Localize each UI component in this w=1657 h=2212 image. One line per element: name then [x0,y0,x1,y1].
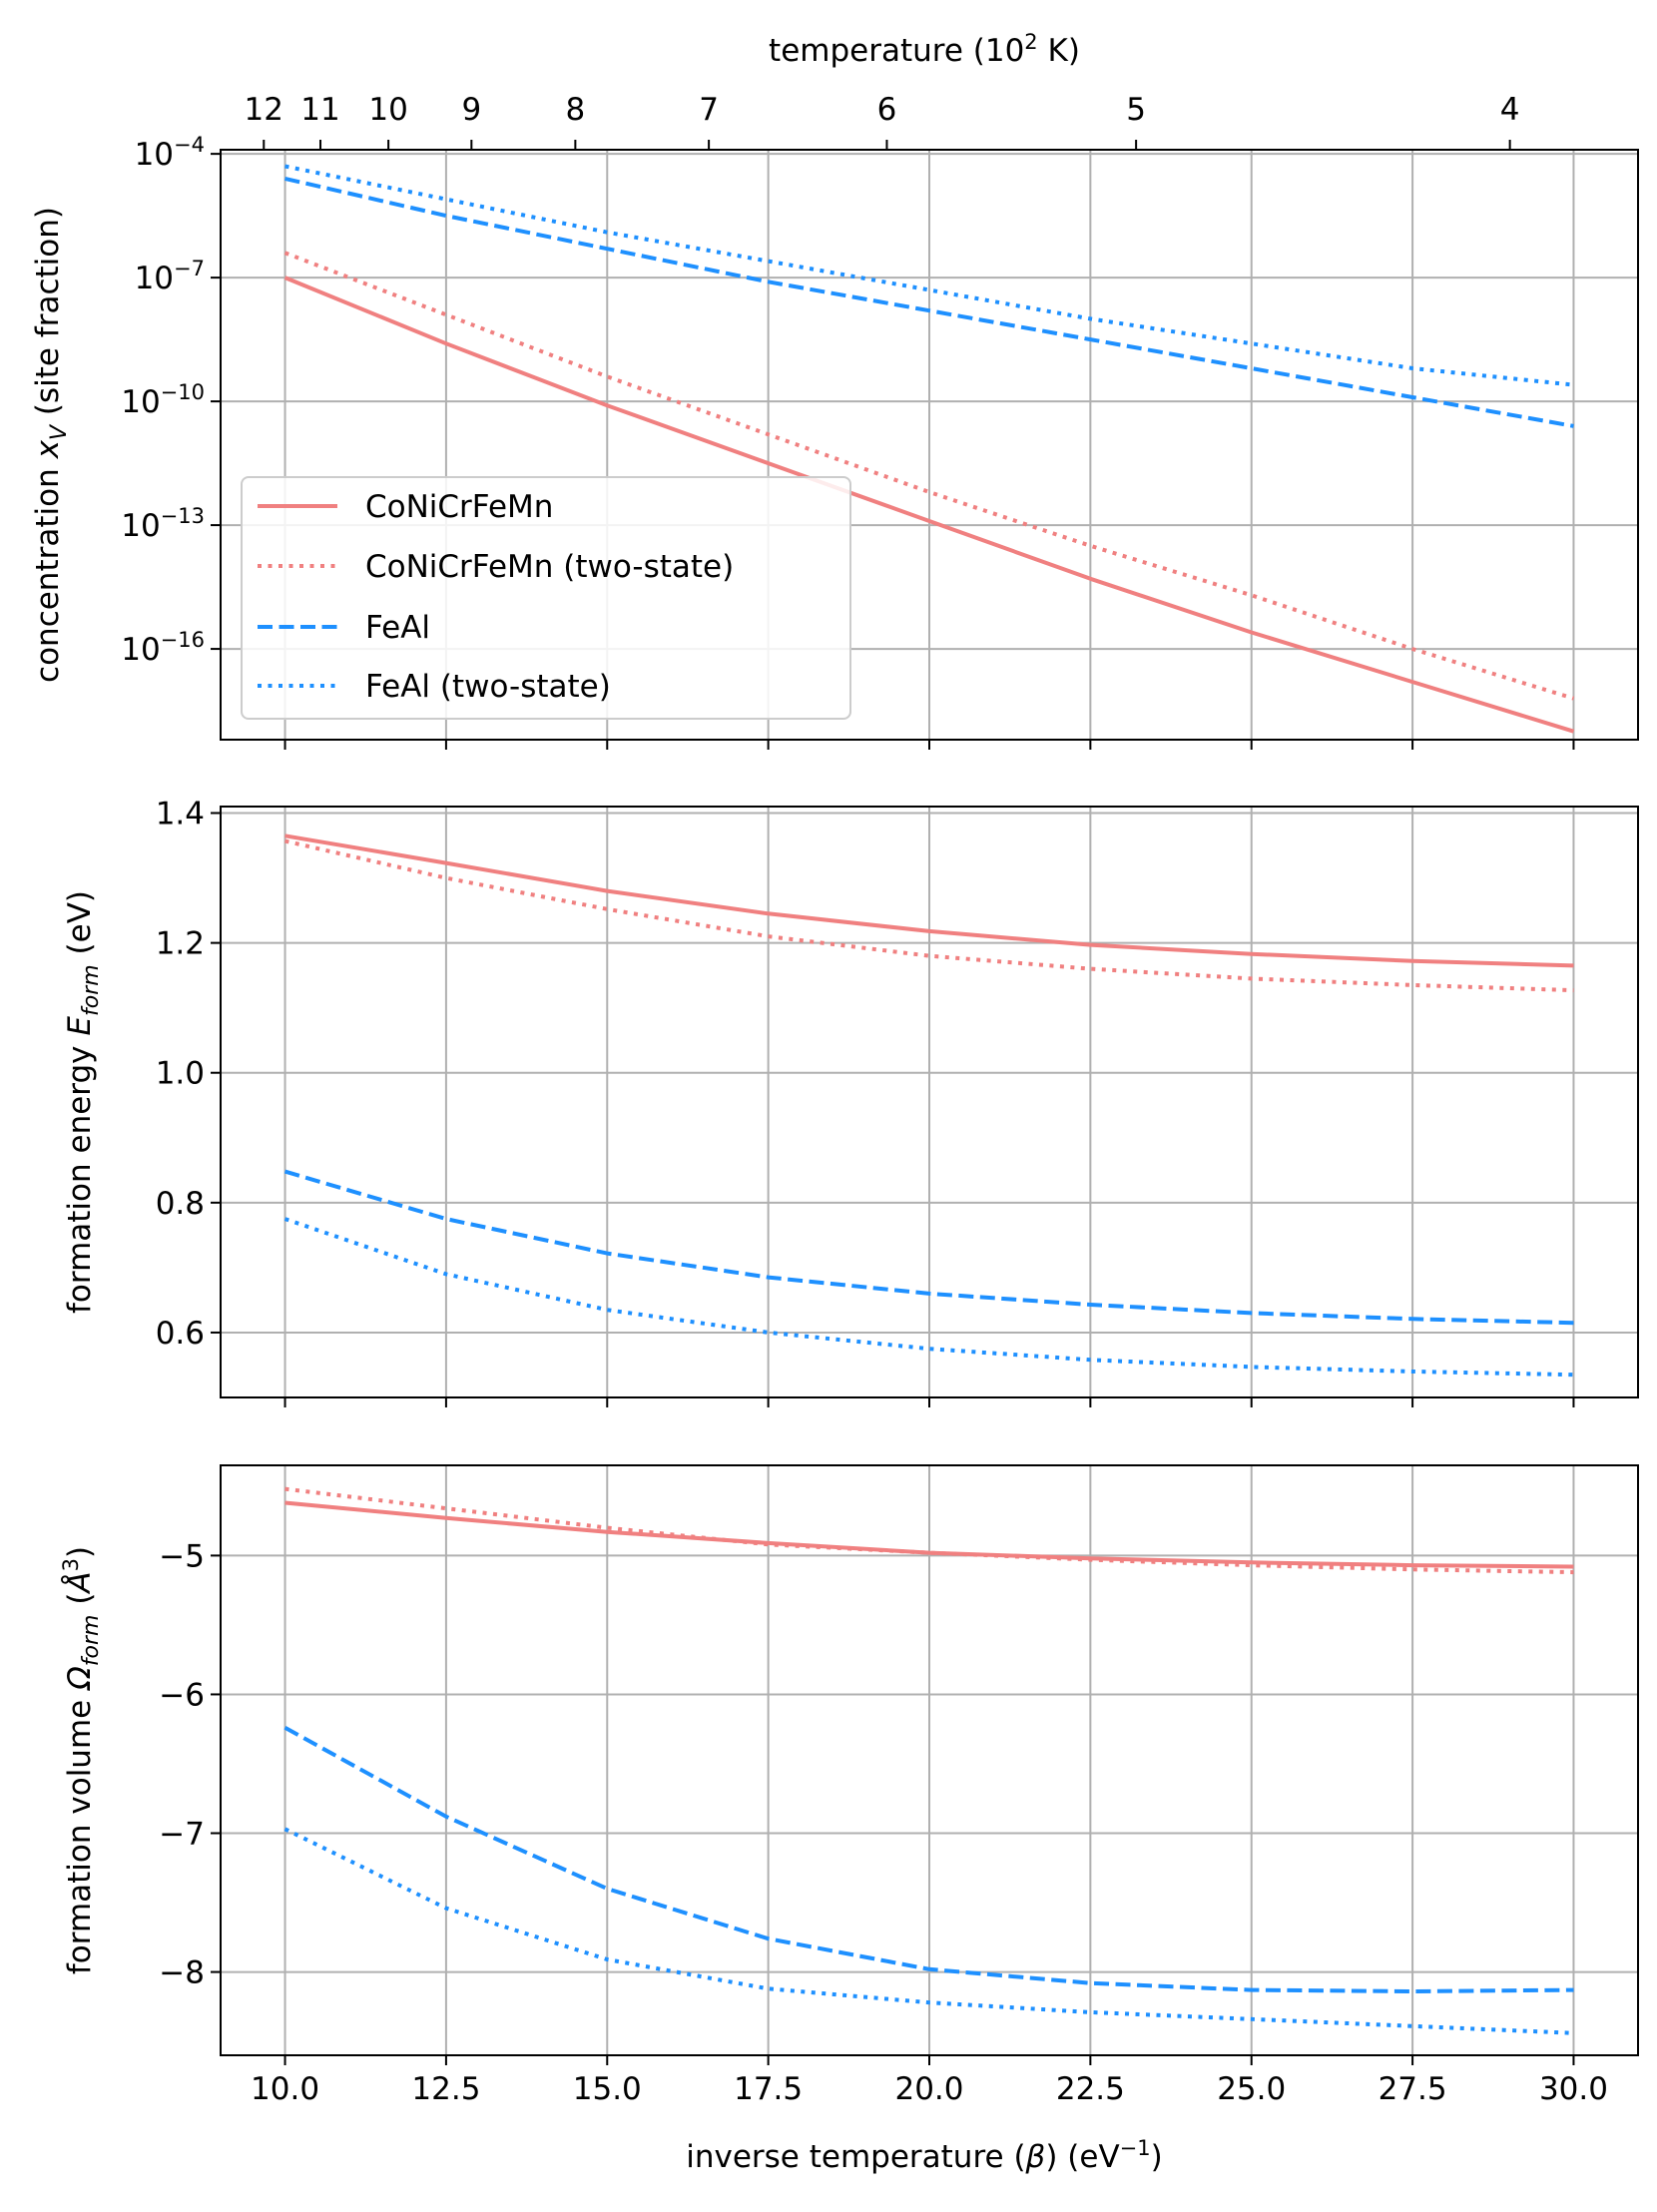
formation-volume-panel: −5 −6 −7 −8 10.0 12.5 15.0 17.5 20.0 22.5 25.0 27.… [59,1464,1639,2107]
x-tick-label: 27.5 [1379,2071,1447,2107]
top-tick-label: 10 [368,92,407,128]
series-line-feal-two-state [284,164,1574,387]
y-tick-label: 1.2 [156,926,205,962]
x-tick-label: 25.0 [1217,2071,1286,2107]
legend-label-conicrfemn: CoNiCrFeMn [365,489,553,525]
x-tick-label: 17.5 [734,2071,803,2107]
series-line-conicrfemn [284,1500,1574,1569]
formation-volume-axes-frame [220,1464,1639,2056]
top-tick-label: 11 [300,92,339,128]
formation-volume-x-ticks: 10.0 12.5 15.0 17.5 20.0 22.5 25.0 27.5 30.0 [251,2055,1608,2107]
x-tick-label: 20.0 [894,2071,963,2107]
y-tick-exponent: −7 [174,257,205,280]
formation-volume-series [283,1486,1574,2035]
y-tick-exponent: −13 [161,504,205,528]
y-tick-exponent: −16 [161,628,205,652]
series-line-feal [283,1726,1574,1993]
legend-label-feal: FeAl [365,610,430,646]
series-line-feal [283,1169,1574,1326]
top-tick-label: 6 [877,92,897,128]
formation-energy-grid [221,807,1638,1397]
y-tick-exponent: −10 [161,380,205,404]
formation-volume-y-label: formation volume Ωform (Å3) [59,1546,104,1974]
x-tick-label: 10.0 [251,2071,319,2107]
concentration-x-ticks [283,740,1575,750]
concentration-axes-frame [220,149,1639,741]
x-axis-label: inverse temperature (β) (eV−1) [686,2136,1163,2175]
concentration-series [283,164,1575,734]
legend: CoNiCrFeMn CoNiCrFeMn (two-state) FeAl F… [241,476,851,720]
y-tick-label: −5 [159,1538,205,1574]
top-axis-label: temperature (102 K) [769,30,1080,69]
series-line-feal [284,176,1574,428]
y-tick-label: −6 [159,1677,205,1713]
top-tick-label: 8 [565,92,585,128]
y-tick-base: 10 [135,137,174,173]
top-tick-label: 4 [1500,92,1520,128]
y-tick-base: 10 [135,261,174,296]
legend-label-feal-two-state: FeAl (two-state) [365,669,611,705]
y-tick-label: 0.6 [156,1316,205,1352]
y-tick-base: 10 [121,508,160,544]
formation-energy-x-ticks [283,1397,1575,1407]
y-tick-base: 10 [121,632,160,668]
x-tick-label: 15.0 [573,2071,642,2107]
series-line-conicrfemn [283,276,1575,734]
formation-energy-panel: 0.6 0.8 1.0 1.2 1.4 formation energy Eform (… [62,797,1639,1407]
y-tick-label: 0.8 [156,1186,205,1222]
y-tick-label: 10−10 [121,380,205,420]
x-tick-label: 30.0 [1539,2071,1608,2107]
y-tick-label: 10−16 [121,628,205,668]
y-tick-label: 10−13 [121,504,205,544]
top-tick-label: 12 [245,92,283,128]
y-tick-label: −8 [159,1955,205,1991]
formation-energy-axes-frame [220,806,1639,1398]
top-tick-label: 7 [699,92,719,128]
formation-energy-y-label: formation energy Eform (eV) [62,890,104,1314]
y-tick-label: 10−7 [135,257,205,296]
series-line-conicrfemn [284,833,1574,968]
y-tick-exponent: −4 [174,133,205,157]
y-tick-label: 1.0 [156,1056,205,1092]
y-tick-base: 10 [121,384,160,420]
y-tick-label: 1.4 [156,797,205,832]
legend-label-conicrfemn-two-state: CoNiCrFeMn (two-state) [365,549,734,585]
y-tick-label: 10−4 [135,133,205,173]
formation-volume-y-ticks: −5 −6 −7 −8 [159,1538,221,1991]
formation-energy-series [283,833,1574,1378]
top-tick-label: 9 [461,92,481,128]
formation-energy-y-ticks: 0.6 0.8 1.0 1.2 1.4 [156,797,221,1352]
concentration-y-label: concentration xV (site fraction) [30,207,72,683]
x-tick-label: 12.5 [411,2071,480,2107]
series-line-feal-two-state [283,1827,1574,2035]
top-tick-label: 5 [1126,92,1146,128]
y-tick-label: −7 [159,1817,205,1853]
x-tick-label: 22.5 [1056,2071,1125,2107]
legend-box [241,476,851,720]
top-axis-ticks: 12 11 10 9 8 7 6 5 4 [245,92,1520,150]
